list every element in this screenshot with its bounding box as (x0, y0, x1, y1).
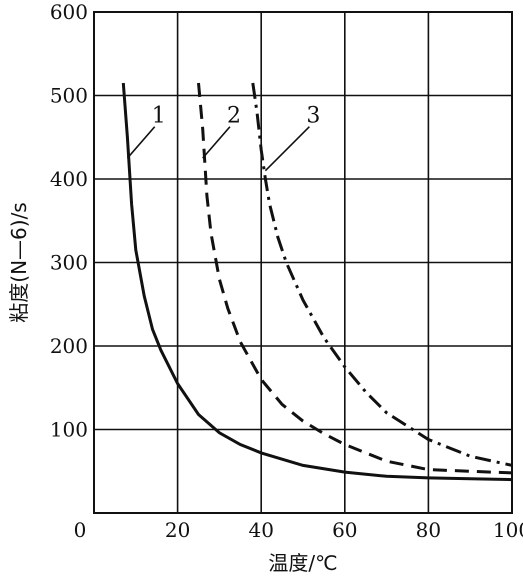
series-3-label: 3 (306, 104, 320, 129)
y-tick-label: 600 (50, 0, 88, 24)
x-tick-label: 100 (493, 518, 523, 542)
grid (93, 11, 513, 514)
y-tick-label: 100 (50, 418, 88, 442)
series-3-curve (251, 82, 513, 467)
series-2-curve (197, 82, 513, 475)
series-1-leader (126, 126, 156, 159)
series-3-leader (264, 126, 310, 172)
series-layer (121, 82, 513, 482)
series-2-label: 2 (227, 104, 241, 129)
x-tick-label: 80 (416, 518, 441, 542)
y-tick-label: 300 (50, 251, 88, 275)
series-1-label: 1 (152, 104, 166, 129)
x-tick-label: 0 (74, 518, 87, 542)
x-tick-label: 40 (248, 518, 273, 542)
tick-labels: 0 20 40 60 80 100 100 200 300 400 500 600 (50, 0, 523, 542)
plot-frame (93, 11, 513, 514)
x-tick-label: 60 (332, 518, 357, 542)
curve-label-leaders (126, 126, 310, 172)
y-tick-label: 500 (50, 84, 88, 108)
x-tick-label: 20 (165, 518, 190, 542)
y-axis-title: 粘度(N—6)/s (7, 202, 31, 322)
y-tick-label: 200 (50, 334, 88, 358)
x-axis-title: 温度/℃ (268, 551, 337, 575)
series-1-curve (121, 82, 513, 482)
y-tick-label: 400 (50, 167, 88, 191)
curve-labels: 1 2 3 (152, 104, 321, 129)
series-2-leader (202, 126, 231, 159)
